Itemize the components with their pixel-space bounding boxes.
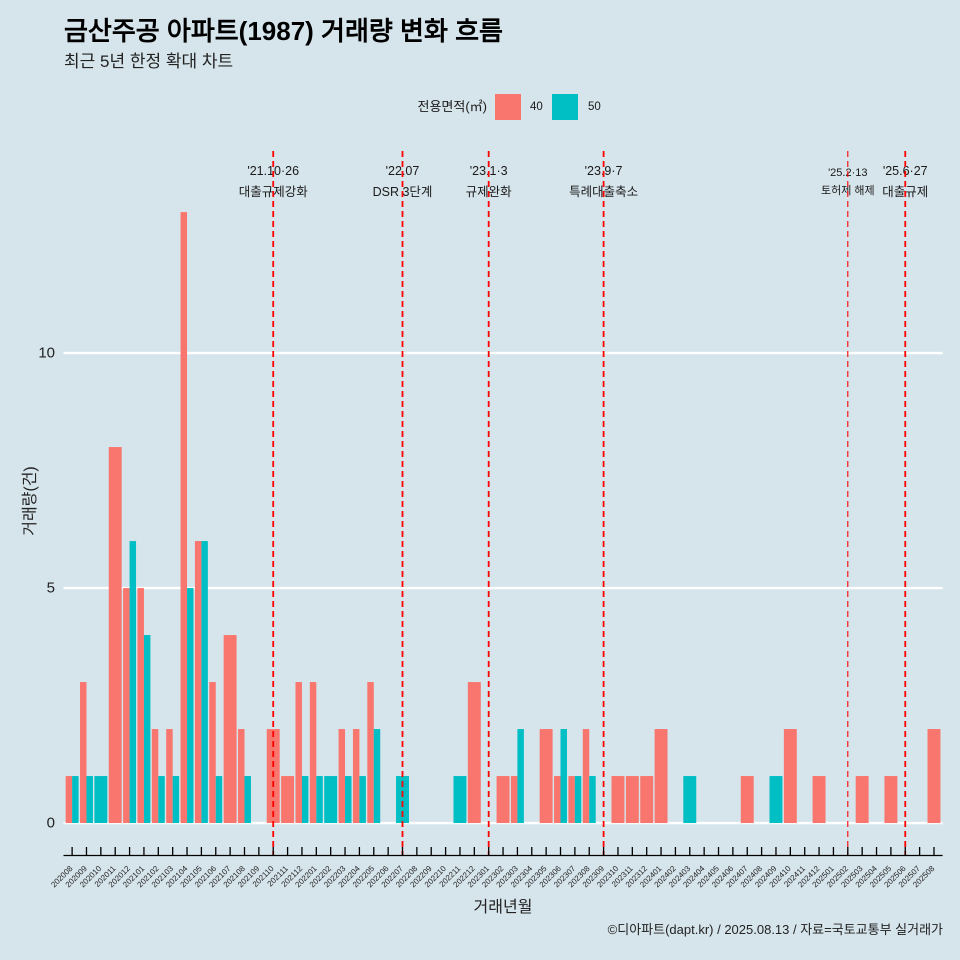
legend-label-50: 50 xyxy=(588,101,601,113)
bar-40-202401 xyxy=(654,729,668,824)
bar-40-202312 xyxy=(640,776,654,824)
bar-50-202201 xyxy=(316,776,323,824)
bar-50-202204 xyxy=(359,776,366,824)
bar-50-202205 xyxy=(373,729,381,824)
bar-40-202105 xyxy=(194,541,202,824)
chart-caption: ©디아파트(dapt.kr) / 2025.08.13 / 자료=국토교통부 실… xyxy=(607,922,943,937)
legend-key-50 xyxy=(552,94,578,120)
chart-title: 금산주공 아파트(1987) 거래량 변화 흐름 xyxy=(64,16,503,46)
x-axis: 2020082020092020102020112020122021012021… xyxy=(49,847,943,889)
bar-50-202012 xyxy=(129,541,137,824)
bars xyxy=(65,212,941,824)
bar-40-202102 xyxy=(151,729,159,824)
bar-40-202201 xyxy=(309,682,317,824)
bar-50-202303 xyxy=(517,729,524,824)
bar-50-202409 xyxy=(769,776,783,824)
bar-40-202009 xyxy=(80,682,87,824)
bar-50-202203 xyxy=(345,776,352,824)
bar-40-202503 xyxy=(855,776,869,824)
chart-subtitle: 최근 5년 한정 확대 차트 xyxy=(64,52,234,71)
bar-40-202103 xyxy=(166,729,173,824)
bar-40-202505 xyxy=(884,776,898,824)
bar-50-202211 xyxy=(453,776,467,824)
bar-40-202112 xyxy=(295,682,302,824)
y-axis-labels: 0 5 10 xyxy=(38,345,55,832)
bar-50-202112 xyxy=(301,776,309,824)
bar-50-202202 xyxy=(324,776,338,824)
event-lines xyxy=(272,151,907,855)
bar-40-202303 xyxy=(510,776,518,824)
bar-40-202008 xyxy=(65,776,73,824)
bar-40-202311 xyxy=(625,776,639,824)
bar-40-202104 xyxy=(180,212,188,824)
legend-title: 전용면적(㎡) xyxy=(417,99,488,114)
bar-40-202106 xyxy=(209,682,216,824)
y-tick-label: 0 xyxy=(47,815,55,832)
legend-label-40: 40 xyxy=(530,101,543,113)
bar-40-202307 xyxy=(568,776,575,824)
bar-50-202307 xyxy=(574,776,582,824)
bar-40-202012 xyxy=(123,588,130,824)
bar-40-202302 xyxy=(496,776,510,824)
event-desc-label: 토허제 해제 xyxy=(821,183,875,197)
bar-40-202410 xyxy=(783,729,797,824)
bar-50-202102 xyxy=(158,776,165,824)
event-annotations: '21.10·26대출규제강화'22.07DSR 3단계'23.1·3규제완화'… xyxy=(239,164,929,199)
bar-50-202104 xyxy=(187,588,194,824)
bar-40-202203 xyxy=(338,729,346,824)
bar-50-202105 xyxy=(201,541,208,824)
bar-40-202407 xyxy=(740,776,754,824)
bar-50-202009 xyxy=(86,776,93,824)
bar-50-202306 xyxy=(560,729,567,824)
bar-50-202010 xyxy=(94,776,108,824)
bar-40-202310 xyxy=(611,776,625,824)
y-axis-title: 거래량(건) xyxy=(22,466,39,536)
bar-50-202308 xyxy=(589,776,596,824)
bar-40-202212 xyxy=(467,682,481,824)
bar-50-202207 xyxy=(396,776,409,824)
bar-40-202306 xyxy=(554,776,561,824)
bar-40-202305 xyxy=(539,729,553,824)
bar-50-202008 xyxy=(72,776,79,824)
bar-40-202101 xyxy=(137,588,144,824)
bar-40-202412 xyxy=(812,776,826,824)
bar-40-202107 xyxy=(223,635,237,824)
y-tick-label: 5 xyxy=(47,580,55,597)
bar-50-202108 xyxy=(244,776,251,824)
bar-40-202508 xyxy=(927,729,941,824)
bar-50-202403 xyxy=(683,776,697,824)
bar-40-202011 xyxy=(108,447,122,824)
bar-40-202108 xyxy=(238,729,245,824)
x-axis-title: 거래년월 xyxy=(473,899,533,916)
bar-40-202204 xyxy=(352,729,360,824)
bar-40-202111 xyxy=(281,776,295,824)
bar-40-202205 xyxy=(367,682,374,824)
bar-50-202106 xyxy=(215,776,223,824)
bar-40-202308 xyxy=(582,729,590,824)
bar-50-202103 xyxy=(172,776,180,824)
legend-key-40 xyxy=(495,94,521,120)
y-tick-label: 10 xyxy=(38,345,55,362)
bar-50-202101 xyxy=(143,635,151,824)
